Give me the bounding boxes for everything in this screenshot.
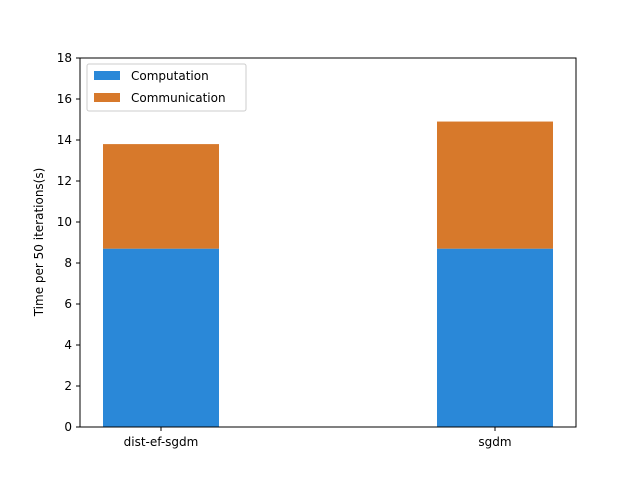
bar-computation-sgdm [437,248,553,427]
y-tick-label: 14 [57,133,72,147]
y-tick-label: 0 [64,420,72,434]
bars-layer [103,121,553,427]
x-tick-label: sgdm [478,435,511,449]
plot-frame [79,57,577,428]
bar-communication-dist-ef-sgdm [103,144,219,249]
y-tick-label: 6 [64,297,72,311]
legend-label-computation: Computation [131,69,209,83]
y-tick-label: 18 [57,51,72,65]
y-tick-label: 2 [64,379,72,393]
y-tick-label: 10 [57,215,72,229]
y-tick-label: 4 [64,338,72,352]
x-tick-label: dist-ef-sgdm [124,435,199,449]
legend-frame [86,63,247,112]
axes-layer: 0 2 4 6 8 10 12 14 16 18 dist-ef-sgdm sgdm [57,51,577,449]
legend: Computation Communication [86,63,247,112]
y-tick-label: 12 [57,174,72,188]
y-axis-label: Time per 50 iterations(s) [32,168,46,318]
legend-swatch-computation [94,71,120,80]
legend-swatch-communication [94,93,120,102]
y-tick-label: 8 [64,256,72,270]
legend-label-communication: Communication [131,91,226,105]
bar-communication-sgdm [437,121,553,249]
y-tick-label: 16 [57,92,72,106]
bar-computation-dist-ef-sgdm [103,248,219,427]
